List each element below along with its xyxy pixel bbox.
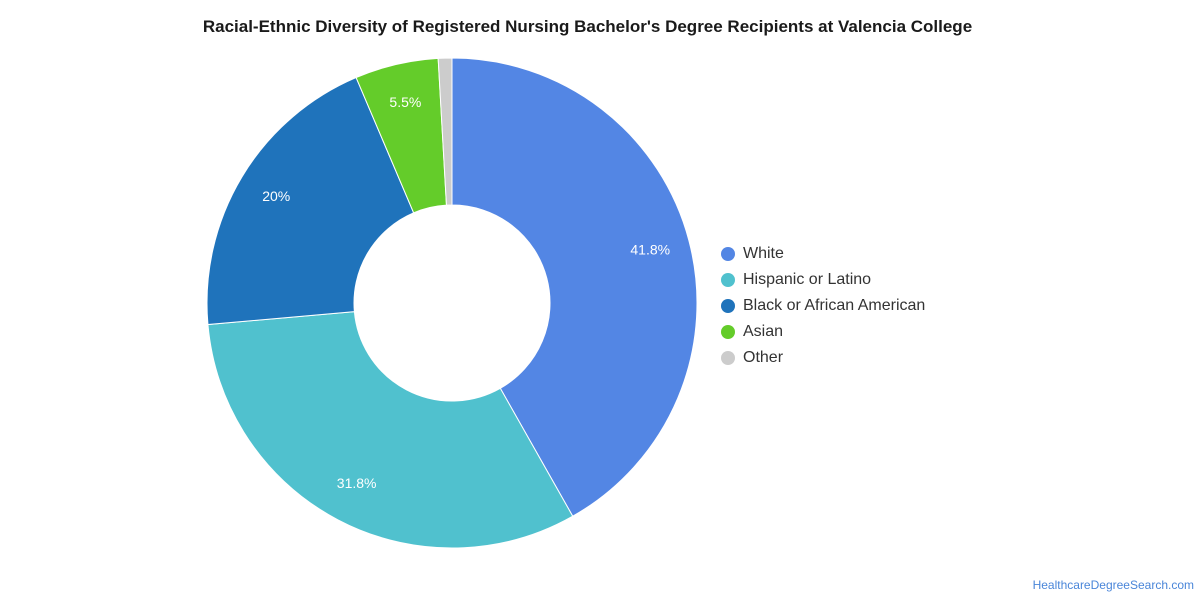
legend-label: Hispanic or Latino [743, 271, 872, 288]
chart-title: Racial-Ethnic Diversity of Registered Nu… [202, 17, 973, 36]
legend-swatch-icon [721, 299, 735, 313]
legend-label: Black or African American [743, 297, 926, 314]
donut-slices [206, 57, 698, 549]
slice-label-hispanic-or-latino: 31.8% [337, 475, 377, 491]
slice-labels: 41.8% 31.8% 20% 5.5% [262, 94, 670, 491]
legend-item-asian[interactable]: Asian [721, 319, 925, 345]
legend-item-hispanic-or-latino[interactable]: Hispanic or Latino [721, 267, 925, 293]
legend-item-white[interactable]: White [721, 241, 925, 267]
slice-other[interactable] [437, 57, 453, 206]
chart-legend: White Hispanic or Latino Black or African … [721, 241, 925, 371]
slice-label-asian: 5.5% [389, 94, 421, 110]
legend-label: Asian [743, 323, 784, 340]
legend-swatch-icon [721, 273, 735, 287]
legend-label: Other [743, 349, 784, 366]
slice-label-black-or-african-american: 20% [262, 188, 290, 204]
slice-hispanic-or-latino[interactable] [207, 311, 574, 549]
legend-swatch-icon [721, 325, 735, 339]
slice-black-or-african-american[interactable] [206, 76, 415, 326]
legend-item-black-or-african-american[interactable]: Black or African American [721, 293, 925, 319]
source-credit-link[interactable]: HealthcareDegreeSearch.com [1032, 578, 1194, 592]
slice-label-white: 41.8% [630, 241, 670, 257]
legend-label: White [743, 245, 784, 262]
legend-swatch-icon [721, 351, 735, 365]
legend-item-other[interactable]: Other [721, 345, 925, 371]
legend-swatch-icon [721, 247, 735, 261]
slice-white[interactable] [451, 57, 698, 517]
